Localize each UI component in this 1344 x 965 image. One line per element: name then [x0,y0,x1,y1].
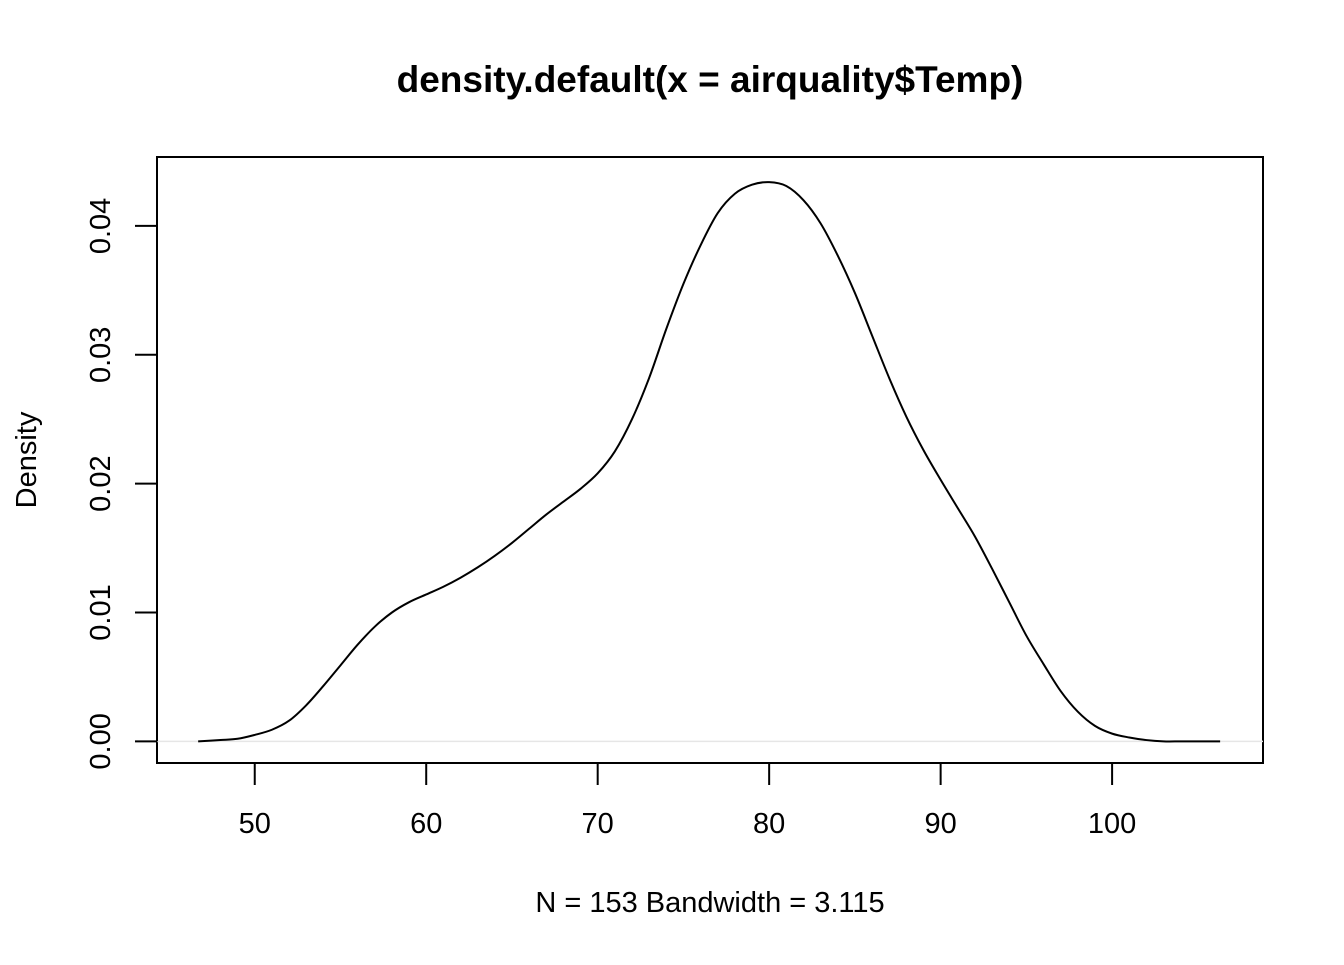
y-tick-label: 0.04 [85,198,117,254]
x-tick-label: 80 [753,808,785,840]
x-tick-label: 100 [1088,808,1136,840]
plot-frame [156,156,1264,764]
x-tick-label: 50 [239,808,271,840]
x-tick-label: 70 [582,808,614,840]
density-curve [198,181,1221,743]
y-tick-label: 0.02 [85,455,117,511]
y-tick-label: 0.00 [85,713,117,769]
chart-title: density.default(x = airquality$Temp) [397,59,1024,100]
x-tick-label: 60 [410,808,442,840]
x-tick-label: 90 [924,808,956,840]
x-axis-label: N = 153 Bandwidth = 3.115 [535,887,884,919]
x-axis: 50 60 70 80 90 100 [239,762,1136,840]
y-tick-label: 0.01 [85,584,117,640]
y-axis: 0.00 0.01 0.02 0.03 0.04 [85,198,158,770]
y-tick-label: 0.03 [85,327,117,383]
y-axis-label: Density [11,411,43,508]
